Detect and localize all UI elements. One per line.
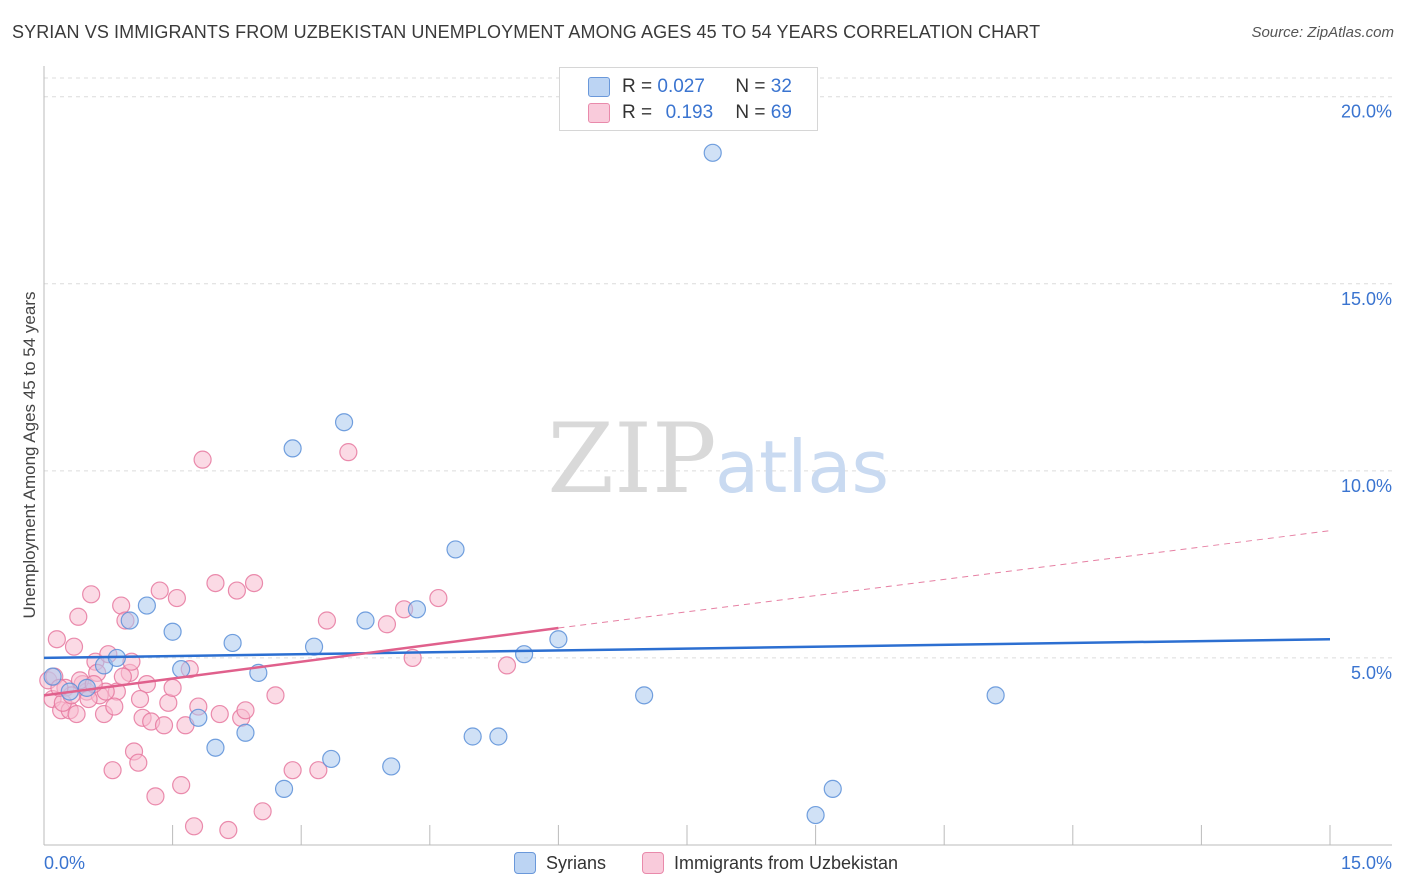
syrians-point — [172, 660, 191, 679]
uzbekistan-point — [377, 615, 397, 634]
syrians-swatch — [588, 77, 610, 97]
syrians-point — [236, 723, 255, 742]
y-tick-label: 20.0% — [1341, 102, 1392, 122]
uzbekistan-swatch — [588, 103, 610, 123]
uzbekistan-point — [339, 443, 358, 462]
watermark-atlas: atlas — [715, 425, 889, 509]
syrians-point — [703, 143, 722, 162]
uzbekistan-point — [112, 596, 131, 615]
uzbekistan-point — [129, 753, 148, 772]
uzbekistan-point — [309, 761, 328, 780]
syrians-point — [489, 727, 508, 746]
uzbekistan-point — [47, 630, 66, 649]
uzbekistan-trend-line — [43, 626, 559, 697]
syrians-point — [635, 686, 654, 705]
syrians-point — [274, 779, 294, 798]
syrians-point — [986, 686, 1005, 705]
syrians-point — [446, 540, 465, 559]
syrians-point — [823, 779, 842, 798]
syrians-trend-line — [43, 637, 1331, 660]
syrians-swatch — [514, 852, 536, 874]
watermark-zip: ZIP — [547, 403, 716, 515]
uzbekistan-point — [163, 678, 182, 697]
source-label: Source: ZipAtlas.com — [1251, 24, 1394, 41]
uzbekistan-point — [266, 686, 285, 705]
syrians-point — [334, 413, 354, 432]
r-value: 0.193 — [665, 102, 714, 123]
n-value: 32 — [770, 76, 792, 97]
uzbekistan-point — [146, 787, 165, 806]
uzbekistan-point — [429, 588, 448, 608]
y-tick-label: 5.0% — [1351, 663, 1392, 683]
uzbekistan-point — [82, 585, 101, 604]
syrians-point — [223, 633, 242, 653]
syrians-point — [463, 727, 482, 746]
syrians-point — [43, 667, 62, 686]
uzbekistan-swatch — [642, 852, 664, 874]
syrians-point — [137, 596, 156, 615]
legend-item-uzbekistan[interactable]: Immigrants from Uzbekistan — [642, 852, 898, 874]
uzbekistan-point — [113, 667, 132, 686]
uzbekistan-point — [167, 588, 186, 608]
x-tick-label: 15.0% — [1341, 853, 1392, 873]
n-label: N = — [735, 102, 766, 123]
uzbekistan-point — [64, 637, 84, 656]
y-tick-label: 10.0% — [1341, 476, 1392, 496]
syrians-point — [356, 611, 375, 630]
uzbekistan-point — [69, 607, 88, 626]
uzbekistan-point — [193, 450, 212, 469]
uzbekistan-point — [253, 802, 272, 821]
r-label: R = — [622, 102, 653, 123]
uzbekistan-point — [283, 761, 302, 780]
uzbekistan-point — [184, 817, 204, 836]
syrians-point — [304, 637, 324, 656]
uzbekistan-point — [206, 573, 225, 593]
syrians-point — [549, 630, 568, 649]
syrians-point — [515, 645, 534, 664]
syrians-point — [206, 738, 225, 757]
legend-label: Immigrants from Uzbekistan — [674, 852, 899, 873]
syrians-point — [120, 611, 139, 630]
uzbekistan-point — [150, 581, 169, 600]
uzbekistan-point — [497, 656, 517, 675]
uzbekistan-point — [154, 716, 174, 735]
uzbekistan-point — [103, 761, 122, 780]
syrians-point — [382, 757, 401, 776]
legend-row-syrians: R = 0.027 N = 32 — [588, 75, 792, 99]
series-legend: Syrians Immigrants from Uzbekistan — [0, 852, 1406, 878]
legend-item-syrians[interactable]: Syrians — [514, 852, 606, 874]
n-value: 69 — [770, 102, 792, 123]
syrians-point — [283, 439, 302, 458]
uzbekistan-point — [159, 693, 178, 712]
uzbekistan-point — [172, 776, 191, 795]
y-tick-label: 15.0% — [1341, 289, 1392, 309]
syrians-point — [163, 622, 182, 641]
r-label: R = — [622, 76, 653, 97]
uzbekistan-point — [317, 611, 337, 630]
uzbekistan-trend-extension — [558, 530, 1331, 629]
uzbekistan-point — [244, 573, 264, 593]
uzbekistan-point — [219, 820, 238, 840]
uzbekistan-point — [227, 581, 246, 600]
uzbekistan-point — [130, 689, 150, 709]
syrians-point — [322, 749, 341, 769]
uzbekistan-point — [105, 697, 124, 716]
syrians-point — [806, 805, 825, 825]
x-tick-label: 0.0% — [44, 853, 85, 873]
legend-row-uzbekistan: R = 0.193 N = 69 — [588, 101, 792, 125]
legend-label: Syrians — [546, 852, 607, 873]
chart-title: SYRIAN VS IMMIGRANTS FROM UZBEKISTAN UNE… — [12, 22, 1041, 42]
n-label: N = — [735, 76, 766, 97]
correlation-legend: R = 0.027 N = 32 R = 0.193 N = 69 — [559, 67, 818, 131]
uzbekistan-point — [236, 701, 255, 720]
uzbekistan-point — [67, 704, 86, 724]
syrians-point — [407, 600, 427, 619]
syrians-point — [189, 708, 208, 727]
uzbekistan-point — [210, 704, 229, 724]
r-value: 0.027 — [657, 76, 705, 97]
